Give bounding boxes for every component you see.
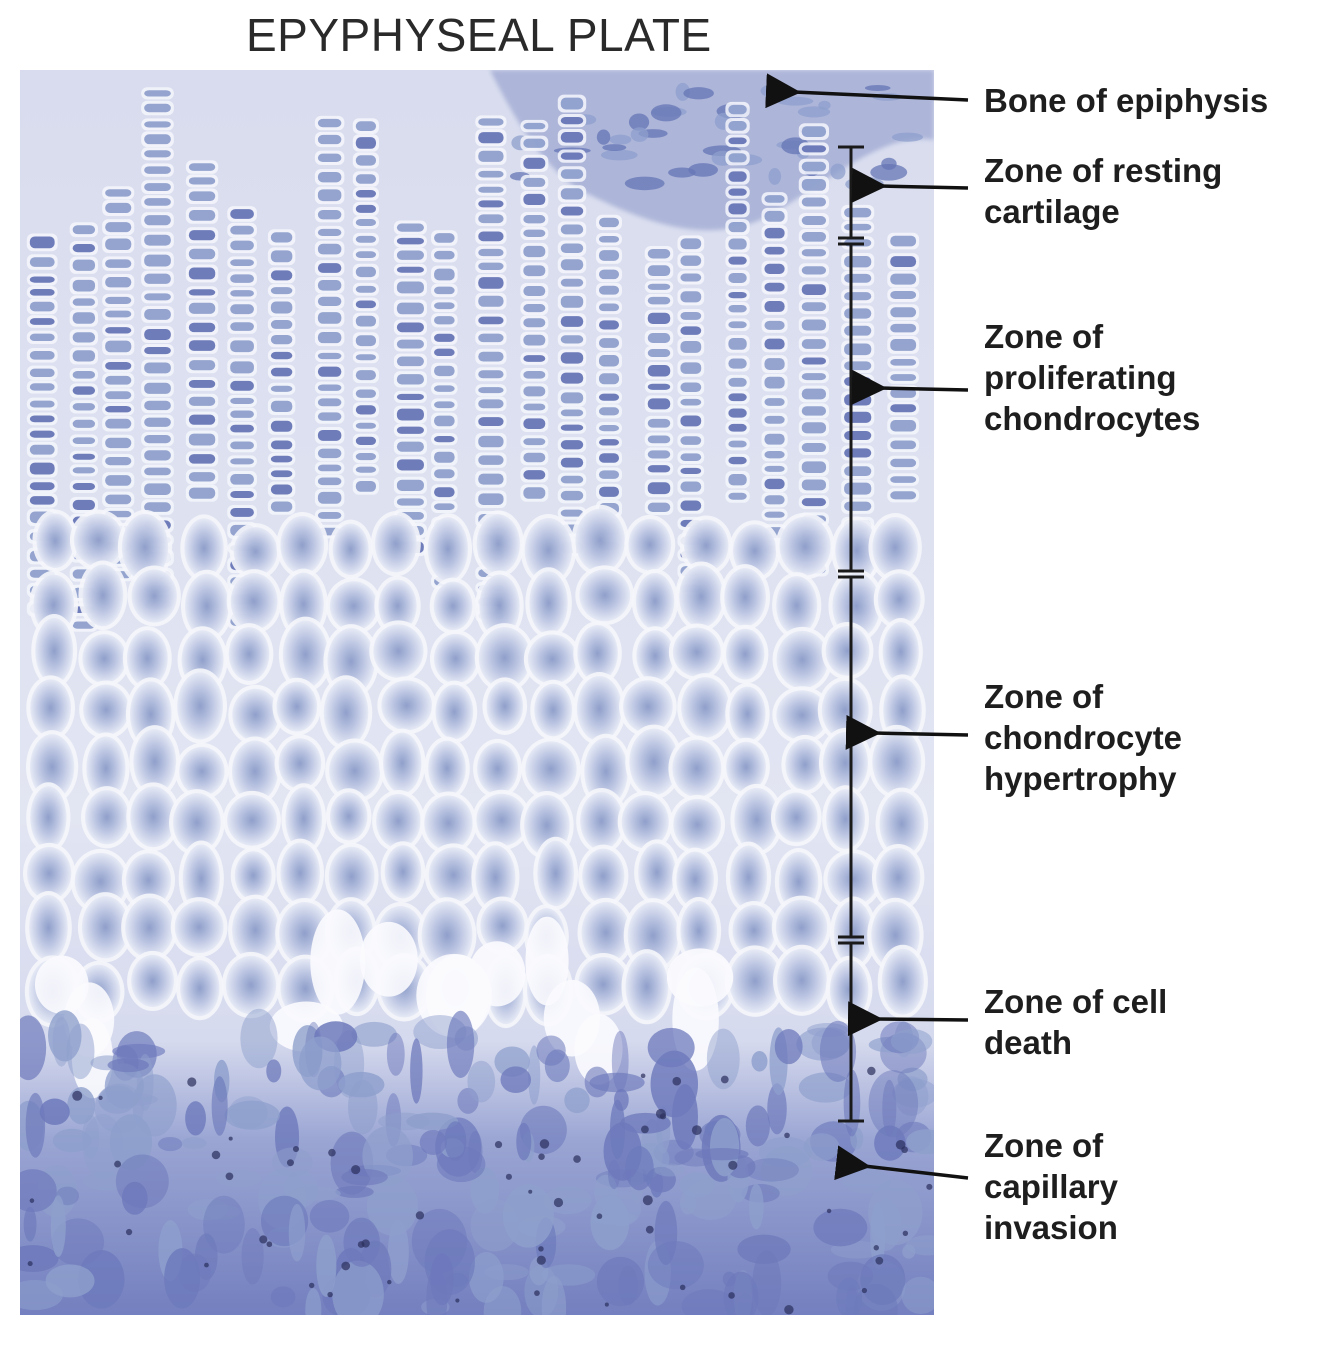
label-zone-cell-death: Zone of cell death bbox=[984, 983, 1168, 1061]
label-zone-resting-cartilage: Zone of resting cartilage bbox=[984, 152, 1223, 230]
label-zone-proliferating: Zone of proliferating chondrocytes bbox=[984, 318, 1201, 437]
label-bone-of-epiphysis: Bone of epiphysis bbox=[984, 82, 1269, 119]
epiphyseal-plate-micrograph bbox=[20, 70, 934, 1315]
label-zone-capillary-invasion: Zone of capillary invasion bbox=[984, 1127, 1118, 1246]
capillary-invasion-tissue bbox=[20, 1008, 934, 1315]
hypertrophic-cells bbox=[23, 504, 929, 1099]
diagram-title: EPYPHYSEAL PLATE bbox=[246, 9, 712, 61]
epiphysis-bone bbox=[490, 70, 934, 231]
label-zone-hypertrophy: Zone of chondrocyte hypertrophy bbox=[984, 678, 1183, 797]
